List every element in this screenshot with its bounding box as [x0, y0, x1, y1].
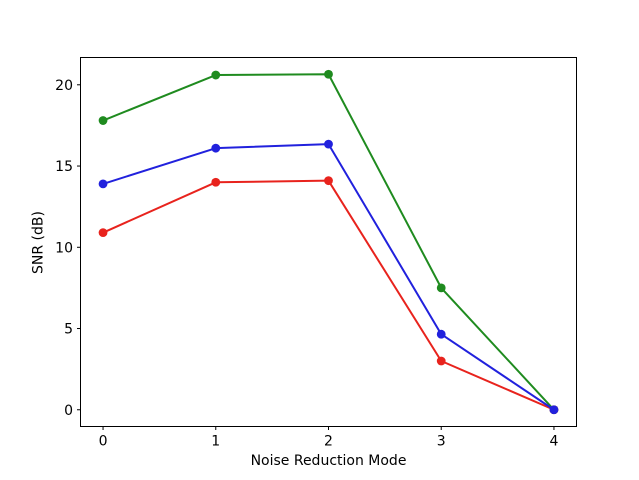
series-green-marker: [436, 283, 446, 293]
series-red-marker: [436, 356, 446, 366]
series-red-marker: [211, 177, 221, 187]
y-tick-label: 20: [55, 78, 73, 94]
x-tick-label: 0: [99, 434, 108, 450]
y-tick-label: 0: [64, 403, 73, 419]
series-blue-marker: [549, 405, 559, 415]
x-axis-label: Noise Reduction Mode: [250, 453, 407, 469]
y-axis-label: SNR (dB): [30, 211, 47, 274]
x-tick-label: 1: [211, 434, 220, 450]
series-red-marker: [324, 176, 333, 186]
y-tick-label: 15: [55, 159, 73, 175]
x-tick-label: 4: [549, 434, 558, 450]
y-tick-label: 5: [64, 322, 73, 338]
series-green-marker: [211, 70, 221, 80]
series-green-marker: [324, 69, 333, 79]
series-blue-marker: [98, 179, 108, 189]
y-tick-label: 10: [55, 240, 73, 256]
series-blue-marker: [324, 139, 333, 149]
series-red-marker: [98, 228, 108, 238]
x-tick-label: 3: [437, 434, 446, 450]
series-blue-marker: [436, 329, 446, 339]
series-green-line: [102, 73, 555, 411]
series-green-marker: [98, 116, 108, 125]
axes-spines: [80, 57, 577, 427]
x-tick-label: 2: [324, 434, 333, 450]
series-red-line: [102, 179, 555, 411]
series-blue-marker: [211, 143, 221, 153]
